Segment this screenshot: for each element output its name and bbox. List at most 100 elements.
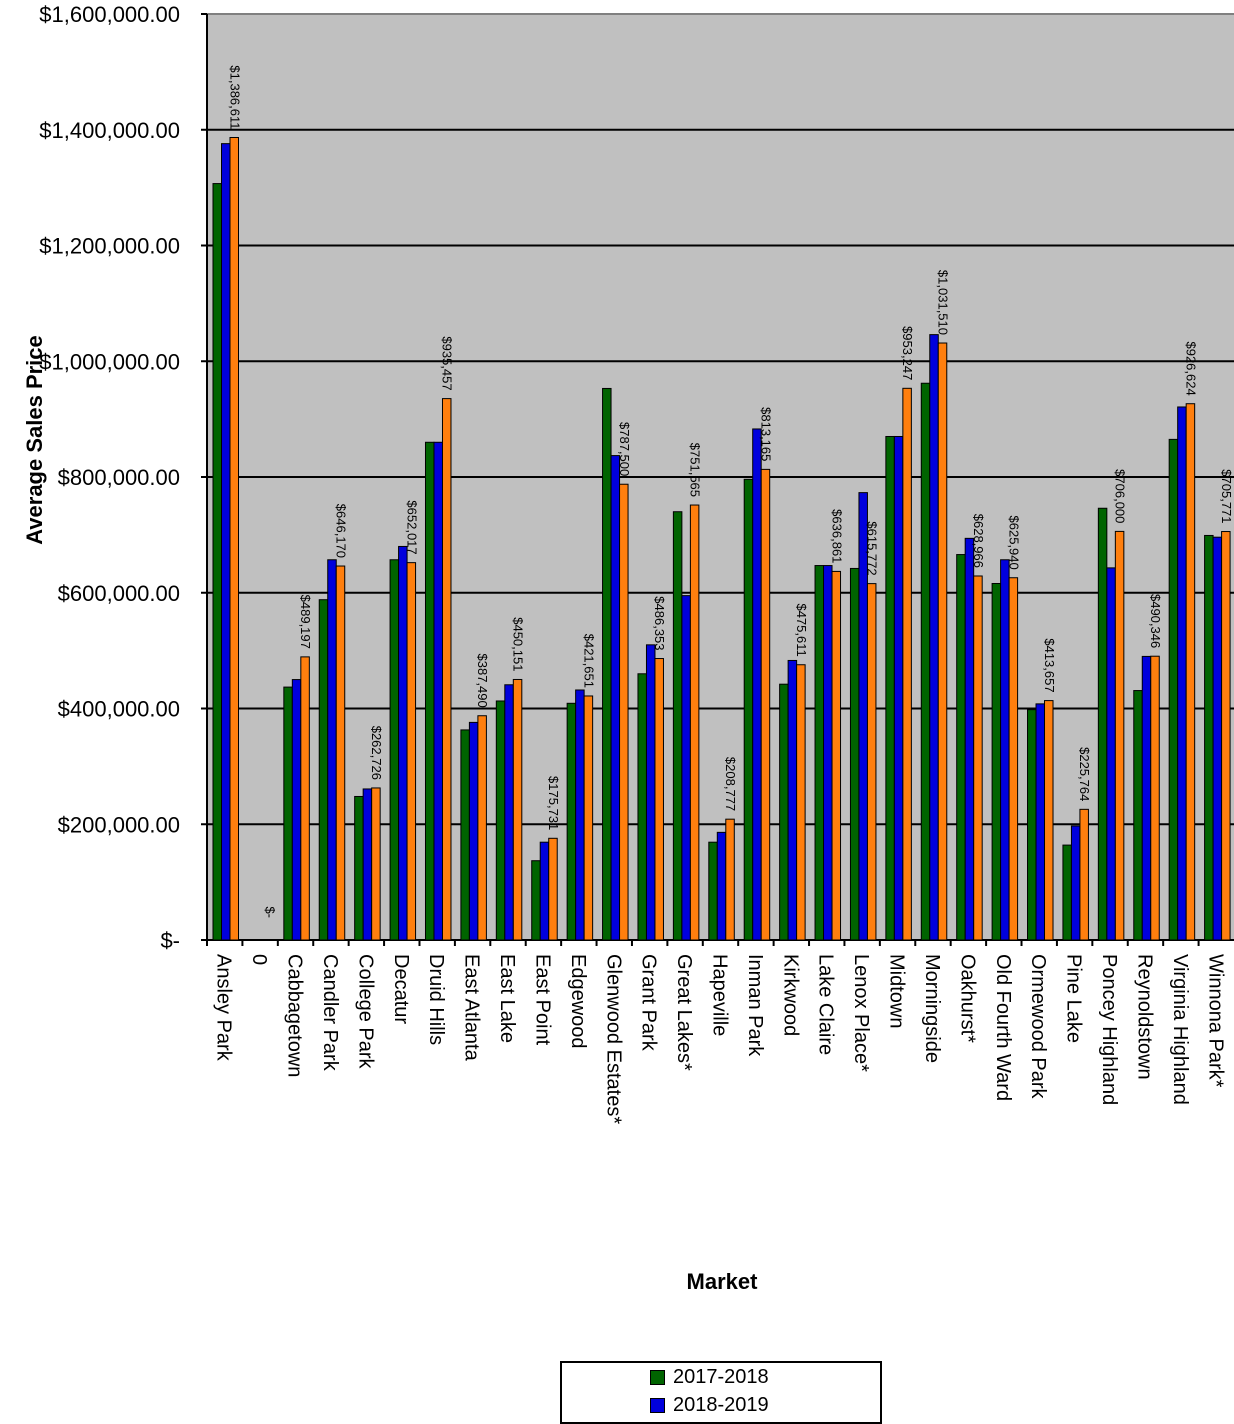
bar-2017-2018-ormewood-park [1027, 709, 1037, 941]
bar-2019-2020-oakhurst- [973, 575, 983, 941]
bar-2019-2020-old-fourth-ward [1008, 577, 1019, 941]
bar-2018-2019-east-point [539, 841, 550, 941]
data-label: $636,861 [829, 509, 844, 563]
y-tick-label: $600,000.00 [58, 581, 180, 606]
bar-2019-2020-poncey-highland [1114, 530, 1125, 941]
data-label: $751,565 [688, 443, 703, 497]
y-axis-title: Average Sales Price [22, 335, 47, 545]
bar-2017-2018-pine-lake [1062, 844, 1072, 941]
bar-2018-2019-ansley-park [221, 143, 231, 941]
data-label: $705,771 [1219, 469, 1234, 523]
bar-2018-2019-great-lakes- [681, 595, 691, 941]
bar-2018-2019-poncey-highland [1106, 567, 1116, 941]
data-labels-group: $1,386,611 $- $489,197 $646,170 $262,726 $652… [227, 65, 1234, 918]
x-tick-label: Poncey Highland [1098, 954, 1120, 1105]
x-tick-label: Cabbagetown [284, 954, 306, 1077]
x-tick-label: Morningside [921, 954, 943, 1063]
bar-2017-2018-druid-hills [424, 441, 435, 941]
bar-2018-2019-ormewood-park [1035, 703, 1046, 941]
y-tick-label: $1,200,000.00 [39, 234, 180, 259]
bar-2017-2018-midtown [885, 435, 895, 941]
bar-2019-2020-inman-park [760, 468, 771, 941]
bar-2019-2020-hapeville [725, 818, 735, 941]
x-tick-label: Lake Claire [815, 954, 837, 1055]
bar-2019-2020-east-lake [512, 678, 523, 941]
bar-2017-2018-lenox-place- [849, 567, 860, 941]
x-tick-label: Midtown [886, 954, 908, 1028]
bar-2018-2019-winnona-park- [1212, 536, 1223, 941]
y-tick-label: $200,000.00 [58, 812, 180, 837]
bar-2018-2019-decatur [398, 545, 408, 941]
bar-2017-2018-east-point [531, 860, 541, 941]
x-tick-label: Old Fourth Ward [992, 954, 1014, 1101]
data-label: $450,151 [511, 617, 526, 671]
bar-2019-2020-lenox-place- [866, 583, 877, 941]
x-tick-label: East Lake [496, 954, 518, 1043]
data-label: $926,624 [1183, 341, 1198, 395]
bar-2017-2018-cabbagetown [283, 686, 293, 941]
y-tick-label: $1,400,000.00 [39, 118, 180, 143]
bar-2019-2020-midtown [902, 387, 912, 941]
bar-2017-2018-hapeville [708, 841, 718, 941]
bar-2019-2020-winnona-park- [1221, 531, 1231, 941]
data-label: $615,772 [865, 521, 880, 575]
bar-2017-2018-reynoldstown [1133, 690, 1143, 941]
bar-2017-2018-virginia-highland [1168, 438, 1179, 941]
data-label: $652,017 [404, 500, 419, 554]
data-label: $225,764 [1077, 747, 1092, 801]
bar-2019-2020-edgewood [583, 695, 594, 941]
data-label: $413,657 [1042, 638, 1057, 692]
x-tick-label: Inman Park [744, 954, 766, 1057]
x-tick-label: Winnona Park* [1204, 954, 1226, 1088]
bar-2018-2019-kirkwood [787, 659, 798, 941]
x-tick-label: Pine Lake [1063, 954, 1085, 1043]
x-tick-label: Glenwood Estates* [602, 954, 624, 1124]
bar-2017-2018-winnona-park- [1204, 534, 1214, 941]
bar-2019-2020-ormewood-park [1044, 700, 1054, 941]
bar-2018-2019-pine-lake [1070, 825, 1081, 941]
data-label: $262,726 [369, 726, 384, 780]
x-tick-label: College Park [354, 954, 376, 1070]
bar-2017-2018-college-park [354, 795, 364, 941]
data-label: $421,651 [581, 634, 596, 688]
y-axis: $- $200,000.00 $400,000.00 $600,000.00 $800,… [39, 2, 1234, 953]
y-tick-label: $- [160, 928, 180, 953]
data-label: $646,170 [333, 504, 348, 558]
bar-2019-2020-great-lakes- [689, 504, 700, 941]
x-tick-label: Lenox Place* [850, 954, 872, 1072]
bar-2017-2018-decatur [389, 559, 400, 941]
data-label: $475,611 [794, 603, 809, 656]
y-tick-label: $1,000,000.00 [39, 349, 180, 374]
data-label: $486,353 [652, 596, 667, 650]
y-tick-label: $1,600,000.00 [39, 2, 180, 27]
bar-2018-2019-hapeville [716, 831, 727, 941]
bar-2019-2020-decatur [406, 562, 417, 941]
data-label: $1,386,611 [227, 65, 242, 129]
legend-swatch [650, 1369, 665, 1385]
bar-2019-2020-glenwood-estates- [619, 483, 629, 941]
bar-2019-2020-ansley-park [229, 136, 239, 941]
data-label: $813,165 [758, 407, 773, 461]
bar-2018-2019-midtown [893, 435, 904, 941]
x-axis-title: Market [687, 1269, 759, 1294]
legend-item: 2017-2018 [562, 1363, 880, 1391]
bar-2018-2019-lake-claire [823, 565, 833, 941]
bar-2017-2018-kirkwood [779, 683, 789, 941]
bar-2019-2020-kirkwood [796, 664, 806, 941]
bar-2019-2020-virginia-highland [1185, 403, 1196, 941]
data-label: $208,777 [723, 757, 738, 811]
bar-2018-2019-east-lake [504, 684, 514, 941]
bar-2017-2018-glenwood-estates- [602, 387, 612, 941]
y-tick-label: $400,000.00 [58, 697, 180, 722]
legend-label: 2017-2018 [673, 1365, 769, 1388]
bar-2017-2018-ansley-park [212, 183, 222, 941]
x-tick-label: Decatur [390, 954, 412, 1024]
x-tick-label: Ormewood Park [1027, 954, 1049, 1099]
bar-2019-2020-reynoldstown [1150, 655, 1160, 941]
data-label: $628,966 [971, 514, 986, 568]
bar-2017-2018-east-lake [495, 700, 506, 941]
bar-2017-2018-oakhurst- [956, 554, 966, 941]
data-label: $706,000 [1113, 469, 1128, 523]
x-tick-label: Grant Park [638, 954, 660, 1052]
